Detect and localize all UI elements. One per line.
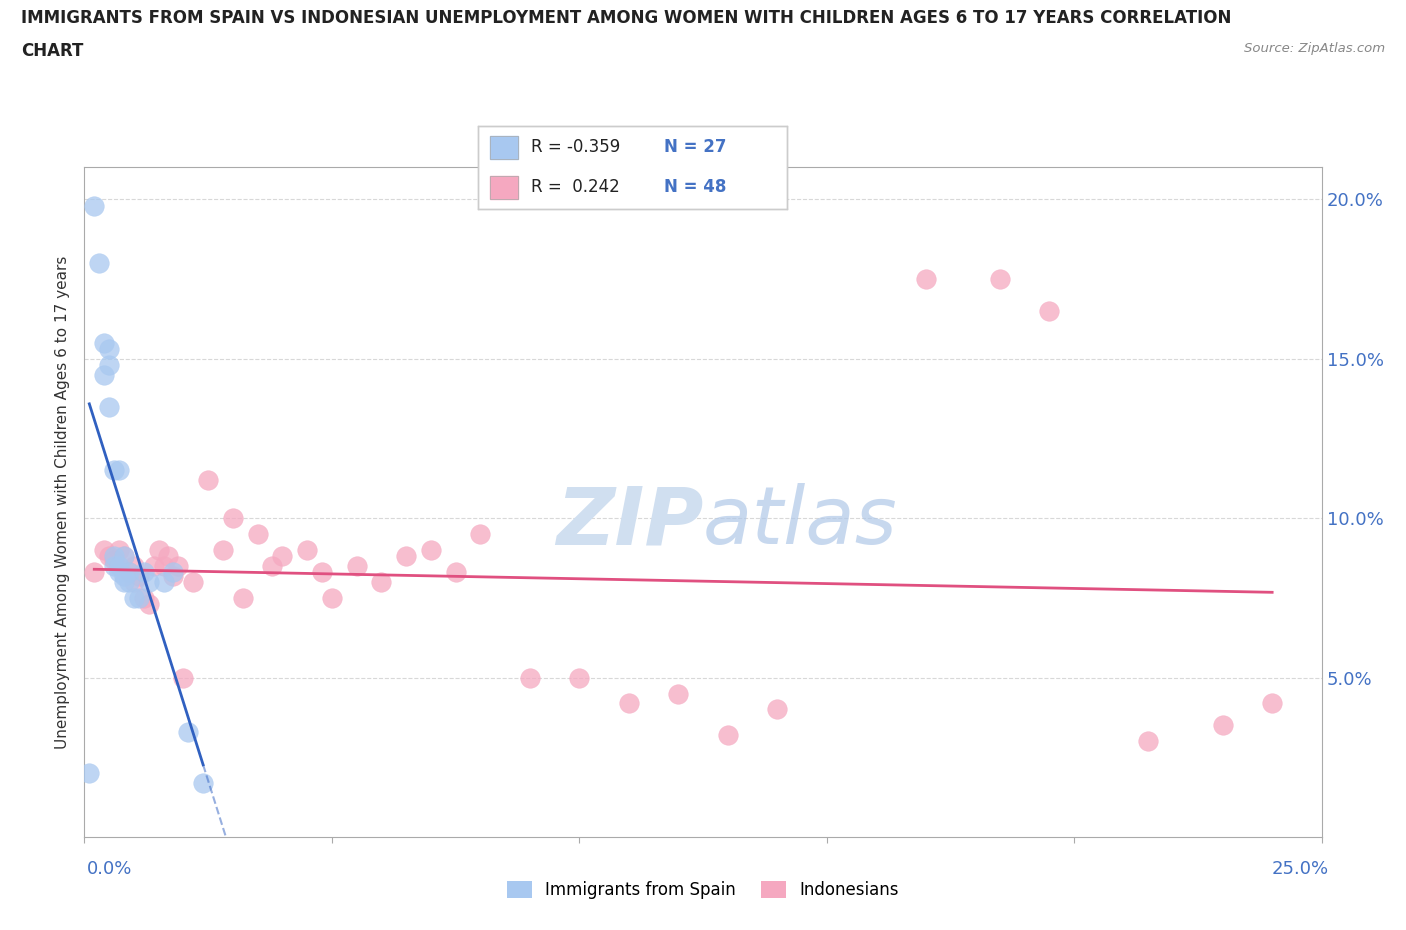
Point [395,549,418,564]
Point [118,575,141,590]
Point [766,702,789,717]
Text: 25.0%: 25.0% [1271,860,1329,878]
Point [132,591,155,605]
Point [346,559,368,574]
Bar [491,136,519,159]
Point [212,542,235,557]
Point [311,565,333,579]
Point [717,727,740,742]
Text: N = 27: N = 27 [664,139,725,156]
Point [152,559,174,574]
Point [128,568,150,583]
Point [118,565,141,579]
Point [177,724,200,739]
Point [93,367,115,382]
Point [122,559,145,574]
Point [148,542,170,557]
Bar [491,136,519,159]
Point [103,552,125,567]
Point [93,542,115,557]
Point [138,597,160,612]
Point [470,526,492,541]
Point [108,559,131,574]
Point [167,559,190,574]
Text: R = -0.359: R = -0.359 [530,139,620,156]
Point [83,198,105,213]
Point [122,575,145,590]
Point [152,575,174,590]
Point [112,549,135,564]
Point [617,696,640,711]
Point [89,256,111,271]
Point [262,559,284,574]
Bar [491,176,519,199]
Point [103,549,125,564]
Legend: Immigrants from Spain, Indonesians: Immigrants from Spain, Indonesians [501,874,905,906]
Point [1261,696,1284,711]
Point [444,565,467,579]
Point [118,565,141,579]
Point [568,671,591,685]
Point [181,575,204,590]
Point [112,568,135,583]
Point [519,671,541,685]
Text: atlas: atlas [703,484,898,562]
Point [271,549,294,564]
Point [157,549,180,564]
Point [1137,734,1160,749]
Point [370,575,392,590]
Point [172,671,194,685]
Point [103,559,125,574]
Text: N = 48: N = 48 [664,179,725,196]
Text: CHART: CHART [21,42,83,60]
Point [79,765,101,780]
Point [321,591,343,605]
Point [128,591,150,605]
Point [132,565,155,579]
Point [112,575,135,590]
Point [232,591,254,605]
Point [191,776,214,790]
Point [914,272,936,286]
Point [93,336,115,351]
Point [142,559,165,574]
Point [98,358,121,373]
Point [108,565,131,579]
Bar [491,176,519,199]
Point [108,463,131,478]
Point [419,542,441,557]
Point [162,568,184,583]
Point [98,341,121,356]
Point [988,272,1011,286]
Text: Source: ZipAtlas.com: Source: ZipAtlas.com [1244,42,1385,55]
Point [138,575,160,590]
Text: R =  0.242: R = 0.242 [530,179,620,196]
Point [246,526,269,541]
Point [295,542,318,557]
Point [1038,303,1060,318]
Point [197,472,219,487]
Point [83,565,105,579]
Point [122,591,145,605]
Text: ZIP: ZIP [555,484,703,562]
Point [162,565,184,579]
Point [98,549,121,564]
Point [666,686,689,701]
Point [98,399,121,414]
Point [222,511,245,525]
Text: IMMIGRANTS FROM SPAIN VS INDONESIAN UNEMPLOYMENT AMONG WOMEN WITH CHILDREN AGES : IMMIGRANTS FROM SPAIN VS INDONESIAN UNEM… [21,9,1232,27]
Point [1212,718,1234,733]
Point [103,463,125,478]
Text: 0.0%: 0.0% [87,860,132,878]
Y-axis label: Unemployment Among Women with Children Ages 6 to 17 years: Unemployment Among Women with Children A… [55,256,70,749]
Point [108,542,131,557]
Point [112,549,135,564]
